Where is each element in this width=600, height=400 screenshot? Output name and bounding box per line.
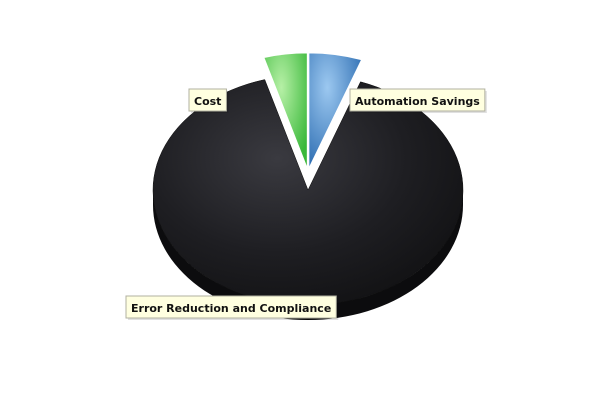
slice-label-box	[188, 88, 227, 112]
svg-text:Error Reduction and Compliance: Error Reduction and Compliance	[131, 302, 331, 315]
svg-text:Automation Savings: Automation Savings	[355, 95, 480, 108]
slice-label-box	[349, 88, 486, 112]
slice-label-automation-savings: Automation Savings	[349, 88, 487, 113]
pie-slice-automation-savings	[308, 52, 363, 169]
slice-label-box	[125, 295, 337, 319]
slice-label-cost: Cost	[188, 88, 229, 113]
pie-slice-error-reduction-and-compliance	[152, 79, 464, 306]
svg-text:Cost: Cost	[194, 95, 221, 108]
pie-slice-cost	[263, 52, 308, 169]
slice-label-error-reduction-and-compliance: Error Reduction and Compliance	[125, 295, 339, 320]
